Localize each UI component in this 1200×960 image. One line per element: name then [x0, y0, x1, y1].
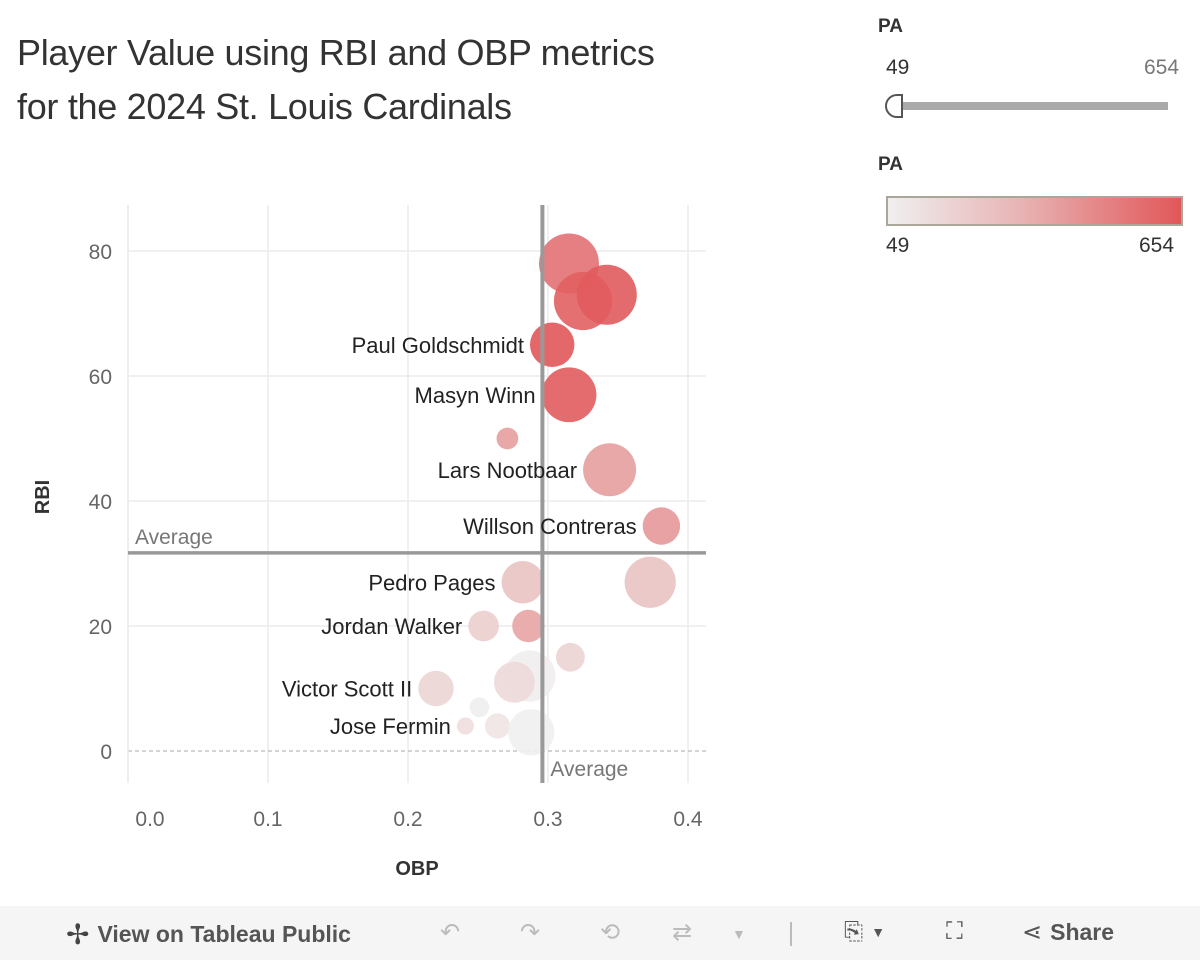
data-point[interactable] [468, 610, 499, 642]
refresh-icon[interactable]: ⇄ [672, 919, 693, 946]
y-tick-label: 60 [89, 366, 112, 389]
undo-icon[interactable]: ↶ [440, 919, 461, 946]
share-button[interactable]: ⋖ Share [1022, 919, 1115, 946]
chevron-down-icon: ▼ [871, 924, 886, 940]
data-point[interactable] [496, 427, 519, 450]
x-tick-label: 0.1 [253, 808, 282, 831]
point-label: Pedro Pages [368, 570, 495, 595]
x-tick-label: 0.4 [673, 808, 703, 831]
y-tick-label: 80 [89, 241, 112, 264]
x-tick-label: 0.2 [393, 808, 422, 831]
point-label: Victor Scott II [282, 677, 412, 702]
data-point[interactable] [508, 709, 555, 756]
data-point[interactable] [512, 609, 545, 643]
data-point[interactable] [469, 697, 490, 718]
x-average-label: Average [550, 758, 628, 781]
y-tick-label: 20 [89, 616, 112, 639]
redo-icon[interactable]: ↷ [520, 919, 541, 946]
point-label: Willson Contreras [463, 514, 637, 539]
point-label: Jordan Walker [321, 614, 462, 639]
fullscreen-icon[interactable]: ⛶ [946, 918, 963, 945]
filter-title: PA [878, 16, 903, 37]
data-point[interactable] [556, 642, 585, 672]
data-point[interactable] [541, 367, 597, 423]
download-button[interactable]: ⎘ ▼ [844, 918, 885, 946]
pa-slider-handle[interactable] [885, 94, 903, 118]
data-point[interactable] [642, 507, 681, 545]
y-axis-title: RBI [32, 480, 54, 514]
data-point[interactable] [624, 556, 676, 608]
x-tick-label: 0.0 [135, 808, 164, 831]
share-icon: ⋖ [1022, 919, 1043, 946]
color-legend-title: PA [878, 154, 903, 175]
point-label: Paul Goldschmidt [352, 333, 524, 358]
y-tick-label: 40 [89, 491, 112, 514]
point-label: Lars Nootbaar [438, 458, 577, 483]
tableau-logo-icon: ✢ [66, 919, 90, 950]
toolbar-divider [790, 922, 792, 946]
data-point[interactable] [501, 561, 545, 604]
view-on-tableau-public-button[interactable]: ✢ View on Tableau Public [66, 919, 351, 950]
color-legend-min: 49 [886, 234, 910, 257]
tableau-toolbar: ✢ View on Tableau Public ↶ ↷ ⟲ ⇄ ▼ ⎘ ▼ ⛶ … [0, 906, 1200, 960]
chevron-down-icon[interactable]: ▼ [732, 926, 746, 942]
point-label: Jose Fermin [330, 714, 451, 739]
y-tick-label: 0 [100, 741, 112, 764]
color-legend-max: 654 [1139, 234, 1175, 257]
revert-icon[interactable]: ⟲ [600, 919, 621, 946]
data-point[interactable] [530, 322, 575, 367]
point-label: Masyn Winn [415, 383, 536, 408]
color-legend-gradient [886, 196, 1183, 226]
y-average-label: Average [135, 526, 213, 549]
data-point[interactable] [583, 443, 637, 497]
data-point[interactable] [493, 661, 535, 703]
data-point[interactable] [484, 713, 511, 739]
data-point[interactable] [418, 670, 454, 707]
scatter-plot: 0.0 0.1 0.2 0.3 0.4 0 20 40 60 80 OBP RBI Average Ave… [32, 205, 706, 880]
x-tick-label: 0.3 [533, 808, 562, 831]
x-axis-title: OBP [395, 858, 438, 880]
filter-max[interactable]: 654 [1144, 56, 1180, 79]
download-icon: ⎘ [844, 918, 864, 945]
chart-title: Player Value using RBI and OBP metrics f… [17, 32, 655, 127]
data-point[interactable] [456, 717, 474, 735]
data-point[interactable] [576, 264, 637, 325]
filter-min: 49 [886, 56, 910, 79]
pa-slider-track[interactable] [900, 102, 1168, 110]
